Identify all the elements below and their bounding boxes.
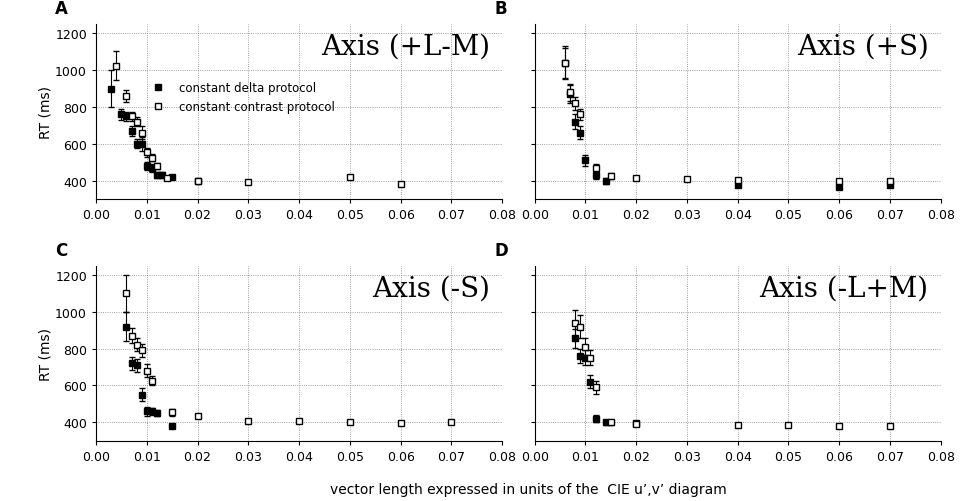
- Text: C: C: [56, 241, 67, 259]
- Text: Axis (+L-M): Axis (+L-M): [321, 34, 490, 61]
- Y-axis label: RT (ms): RT (ms): [38, 86, 52, 139]
- Y-axis label: RT (ms): RT (ms): [38, 327, 52, 380]
- Text: vector length expressed in units of the  CIE u’,v’ diagram: vector length expressed in units of the …: [329, 482, 727, 496]
- Text: B: B: [494, 0, 507, 18]
- Text: Axis (-S): Axis (-S): [372, 275, 490, 302]
- Text: D: D: [494, 241, 508, 259]
- Text: Axis (+S): Axis (+S): [797, 34, 928, 61]
- Text: A: A: [56, 0, 68, 18]
- Legend: constant delta protocol, constant contrast protocol: constant delta protocol, constant contra…: [141, 78, 340, 119]
- Text: Axis (-L+M): Axis (-L+M): [759, 275, 928, 302]
